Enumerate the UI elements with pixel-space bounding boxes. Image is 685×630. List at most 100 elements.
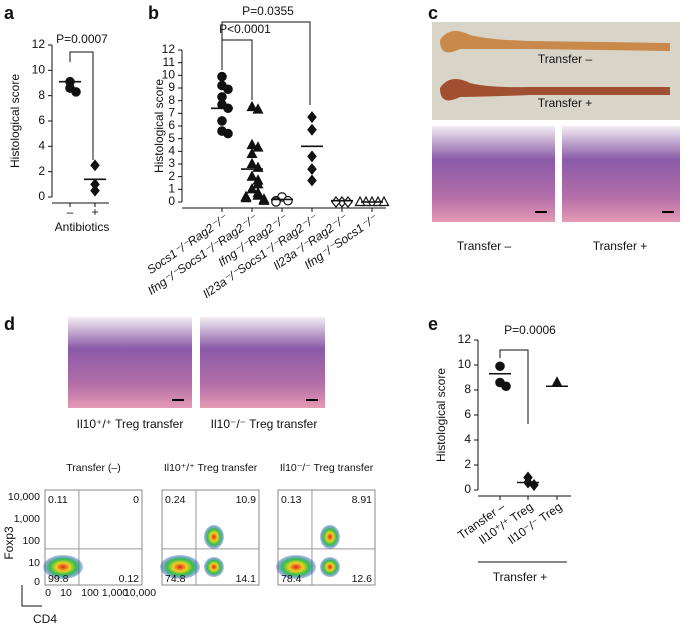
- p-value: P=0.0355: [242, 4, 294, 18]
- colon: [440, 31, 670, 53]
- dot: [71, 87, 81, 97]
- y-tick-label: 12: [458, 332, 472, 346]
- flow-y-tick: 10,000: [8, 491, 40, 503]
- flow-x-tick: 0: [45, 587, 51, 599]
- dot: [258, 194, 270, 205]
- dot: [217, 71, 227, 82]
- dot: [223, 84, 233, 95]
- panel-label: e: [428, 314, 438, 334]
- quadrant-value: 10.9: [236, 494, 257, 506]
- y-tick-label: 9: [168, 80, 175, 94]
- dot: [343, 196, 353, 208]
- quadrant-value: 0.11: [48, 494, 68, 506]
- flow-x-tick: 1,000: [102, 587, 128, 599]
- y-tick-label: 10: [458, 357, 472, 371]
- quadrant-value: 0: [133, 494, 139, 506]
- dot: [90, 184, 100, 197]
- x-tick-label: –: [67, 205, 74, 219]
- quadrant-value: 0.12: [119, 573, 140, 585]
- quadrant-value: 99.8: [48, 573, 69, 585]
- y-tick-label: 0: [38, 189, 45, 203]
- y-tick-label: 7: [168, 106, 175, 120]
- cell-cluster: [203, 524, 224, 549]
- flow-x-tick: 10: [60, 587, 72, 599]
- y-tick-label: 12: [32, 37, 46, 51]
- y-tick-label: 6: [168, 118, 175, 132]
- cell-cluster: [160, 555, 200, 579]
- flow-title: Transfer (–): [66, 462, 120, 474]
- dot: [307, 123, 317, 136]
- y-axis-label: Histological score: [152, 79, 166, 173]
- dot: [246, 147, 258, 158]
- bracket: [221, 21, 311, 105]
- micrograph-label: Transfer +: [593, 239, 648, 253]
- cell-cluster: [276, 555, 316, 579]
- dot: [501, 381, 511, 392]
- y-tick-label: 5: [168, 131, 175, 145]
- flow-axes: [21, 585, 42, 607]
- quadrant-value: 12.6: [352, 573, 373, 585]
- quadrant-value: 0.24: [165, 494, 186, 506]
- panel-label: b: [148, 3, 159, 23]
- cell-cluster: [203, 557, 224, 577]
- panel-label: d: [4, 314, 15, 334]
- quadrant-value: 14.1: [236, 573, 257, 585]
- flow-x-label: CD4: [33, 612, 57, 626]
- photo-label: Transfer +: [538, 96, 593, 110]
- y-tick-label: 4: [464, 432, 471, 446]
- y-tick-label: 10: [32, 63, 46, 77]
- p-value: P=0.0007: [56, 32, 108, 46]
- flow-x-tick: 100: [81, 587, 99, 599]
- p-value: P<0.0001: [219, 22, 271, 36]
- dot: [240, 191, 252, 203]
- y-tick-label: 4: [168, 144, 175, 158]
- flow-y-tick: 1,000: [14, 513, 40, 525]
- y-tick-label: 8: [464, 382, 471, 396]
- micrograph-label: Transfer –: [457, 239, 512, 253]
- dot: [551, 376, 563, 387]
- y-tick-label: 2: [38, 164, 45, 178]
- dot: [246, 170, 258, 181]
- flow-y-tick: 100: [22, 535, 40, 547]
- quadrant-value: 8.91: [352, 494, 373, 506]
- group-label: Transfer +: [493, 570, 548, 584]
- dot: [217, 116, 227, 126]
- micrograph-label: Il10⁻/⁻ Treg transfer: [211, 417, 318, 431]
- flow-y-tick: 0: [34, 576, 40, 588]
- y-tick-label: 12: [162, 42, 176, 56]
- dot: [307, 163, 317, 176]
- dot: [246, 100, 258, 112]
- dot: [252, 189, 264, 200]
- flow-y-tick: 10: [28, 557, 40, 569]
- micrograph-label: Il10⁺/⁺ Treg transfer: [77, 417, 184, 431]
- bracket: [221, 39, 253, 100]
- y-tick-label: 11: [163, 55, 176, 69]
- dot: [307, 174, 317, 187]
- x-tick-label: +: [91, 205, 98, 219]
- bracket: [69, 51, 94, 160]
- panel-label: c: [428, 3, 438, 23]
- y-tick-label: 0: [464, 482, 471, 496]
- dot: [252, 103, 264, 114]
- cell-cluster: [319, 557, 340, 577]
- photo-label: Transfer –: [538, 52, 593, 66]
- flow-title: Il10⁻/⁻ Treg transfer: [280, 462, 374, 474]
- dot: [331, 196, 341, 208]
- y-tick-label: 6: [38, 113, 45, 127]
- x-axis-label: Antibiotics: [55, 220, 110, 234]
- dot: [283, 195, 293, 206]
- dot: [307, 111, 317, 124]
- bracket: [499, 349, 529, 424]
- dot: [223, 128, 233, 139]
- dot: [307, 150, 317, 163]
- dot: [252, 141, 264, 152]
- quadrant-value: 78.4: [281, 573, 302, 585]
- y-tick-label: 8: [168, 93, 175, 107]
- y-tick-label: 6: [464, 407, 471, 421]
- scale-bars: [172, 211, 674, 401]
- y-tick-label: 8: [38, 88, 45, 102]
- y-axis-label: Histological score: [434, 368, 448, 462]
- micrograph: [68, 317, 192, 408]
- dot: [495, 361, 505, 372]
